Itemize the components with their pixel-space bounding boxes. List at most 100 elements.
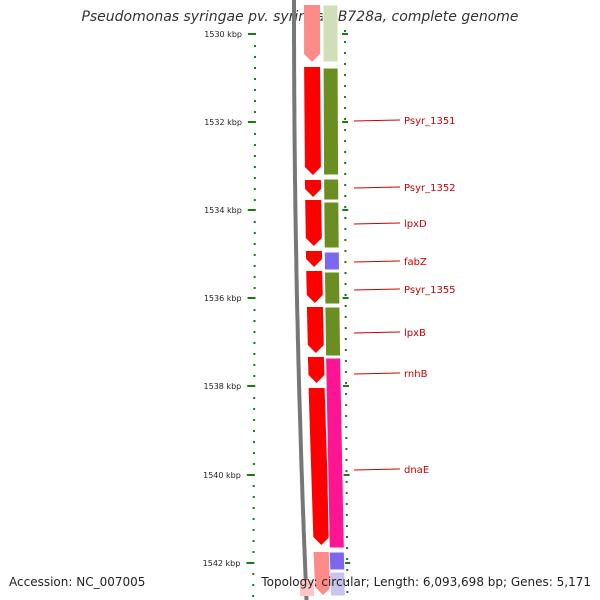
- ruler-label: 1540 kbp: [203, 471, 241, 480]
- ruler-minor-tick: [252, 540, 255, 542]
- strand-minor-tick: [344, 283, 347, 285]
- map-title: Pseudomonas syringae pv. syringae B728a,…: [81, 9, 519, 25]
- ruler-minor-tick: [253, 199, 256, 201]
- strand-minor-tick: [344, 41, 347, 43]
- strand-minor-tick: [344, 162, 347, 164]
- strand-minor-tick: [344, 371, 347, 373]
- strand-minor-tick: [344, 382, 347, 384]
- ruler-minor-tick: [253, 331, 256, 333]
- ruler-minor-tick: [253, 166, 256, 168]
- accession-text: Accession: NC_007005: [9, 575, 146, 589]
- ruler-minor-tick: [253, 276, 256, 278]
- strand-minor-tick: [345, 525, 348, 527]
- strand-minor-tick: [344, 206, 347, 208]
- ruler-minor-tick: [253, 320, 256, 322]
- ruler-minor-tick: [253, 78, 256, 80]
- feature-leader-line: [353, 260, 401, 263]
- cds-block-forward: [322, 67, 340, 176]
- strand-minor-tick: [344, 217, 347, 219]
- ruler-minor-tick: [252, 507, 255, 509]
- strand-minor-tick: [344, 184, 347, 186]
- feature-label: lpxB: [404, 328, 426, 339]
- ruler-minor-tick: [253, 177, 256, 179]
- ruler-minor-tick: [253, 353, 256, 355]
- cds-block-forward: [328, 551, 346, 571]
- ruler-minor-tick: [253, 254, 256, 256]
- strand-minor-tick: [344, 294, 347, 296]
- ruler-minor-tick: [252, 518, 255, 520]
- ruler-minor-tick: [253, 155, 256, 157]
- strand-minor-tick: [344, 338, 347, 340]
- strand-minor-tick: [344, 30, 347, 32]
- strand-minor-tick: [344, 118, 347, 120]
- ruler-minor-tick: [253, 364, 256, 366]
- strand-minor-tick: [345, 448, 348, 450]
- feature-leader-line: [353, 372, 401, 375]
- cds-arrow-reverse: [306, 271, 323, 303]
- backbone-layer: [292, 0, 309, 600]
- strand-minor-tick: [344, 305, 347, 307]
- strand-minor-tick: [344, 107, 347, 109]
- strand-minor-tick: [345, 481, 348, 483]
- strand-minor-tick: [344, 74, 347, 76]
- cds-arrow-reverse: [304, 67, 321, 175]
- feature-leader-line: [353, 186, 401, 189]
- cds-arrow-reverse: [304, 5, 321, 62]
- cds-arrow-faded: [300, 580, 314, 596]
- feature-leader-line: [353, 468, 401, 471]
- strand-minor-tick: [345, 459, 348, 461]
- strand-layer: [300, 4, 346, 597]
- ruler-minor-tick: [252, 496, 255, 498]
- cds-block-forward: [325, 357, 345, 549]
- feature-label: rnhB: [404, 369, 428, 380]
- feature-label: Psyr_1351: [404, 116, 456, 127]
- ruler-minor-tick: [253, 265, 256, 267]
- ruler-minor-tick: [252, 485, 255, 487]
- cds-block-forward: [324, 306, 342, 357]
- ruler-minor-tick: [252, 595, 255, 597]
- strand-minor-tick: [345, 503, 348, 505]
- cds-block-forward: [323, 251, 341, 271]
- ruler-minor-tick: [253, 133, 256, 135]
- cds-block-forward: [322, 4, 339, 63]
- ruler-minor-tick: [253, 287, 256, 289]
- cds-arrow-reverse: [307, 357, 325, 383]
- cds-arrow-reverse: [308, 388, 330, 545]
- cds-arrow-reverse: [313, 552, 332, 595]
- ruler-minor-tick: [253, 188, 256, 190]
- ruler-minor-tick: [253, 342, 256, 344]
- ruler-minor-tick: [253, 232, 256, 234]
- ruler-minor-tick: [252, 441, 255, 443]
- strand-minor-tick: [345, 492, 348, 494]
- ruler-minor-tick: [253, 375, 256, 377]
- ruler-minor-tick: [253, 419, 256, 421]
- cds-arrow-reverse: [306, 307, 324, 353]
- strand-minor-tick: [344, 316, 347, 318]
- ruler-minor-tick: [252, 529, 255, 531]
- ruler-minor-tick: [252, 573, 255, 575]
- feature-label: dnaE: [404, 465, 429, 476]
- ruler-minor-tick: [253, 100, 256, 102]
- feature-leader-line: [353, 331, 401, 334]
- feature-label: Psyr_1352: [404, 183, 456, 194]
- strand-minor-tick: [344, 272, 347, 274]
- strand-minor-tick: [346, 547, 349, 549]
- strand-minor-tick: [344, 96, 347, 98]
- cds-block-forward: [329, 571, 346, 597]
- genome-summary-text: Topology: circular; Length: 6,093,698 bp…: [261, 575, 591, 589]
- backbone-arc: [292, 0, 309, 600]
- ruler-label: 1538 kbp: [204, 382, 242, 391]
- ruler-minor-tick: [252, 452, 255, 454]
- strand-minor-tick: [345, 470, 348, 472]
- strand-minor-tick: [345, 514, 348, 516]
- feature-label: Psyr_1355: [404, 285, 456, 296]
- ruler-label: 1530 kbp: [204, 30, 242, 39]
- cds-block-forward: [323, 201, 340, 249]
- strand-minor-tick: [344, 151, 347, 153]
- feature-leader-line: [353, 119, 401, 122]
- cds-arrow-reverse: [305, 200, 322, 246]
- strand-minor-tick: [344, 250, 347, 252]
- strand-minor-tick: [344, 85, 347, 87]
- ruler-minor-tick: [253, 111, 256, 113]
